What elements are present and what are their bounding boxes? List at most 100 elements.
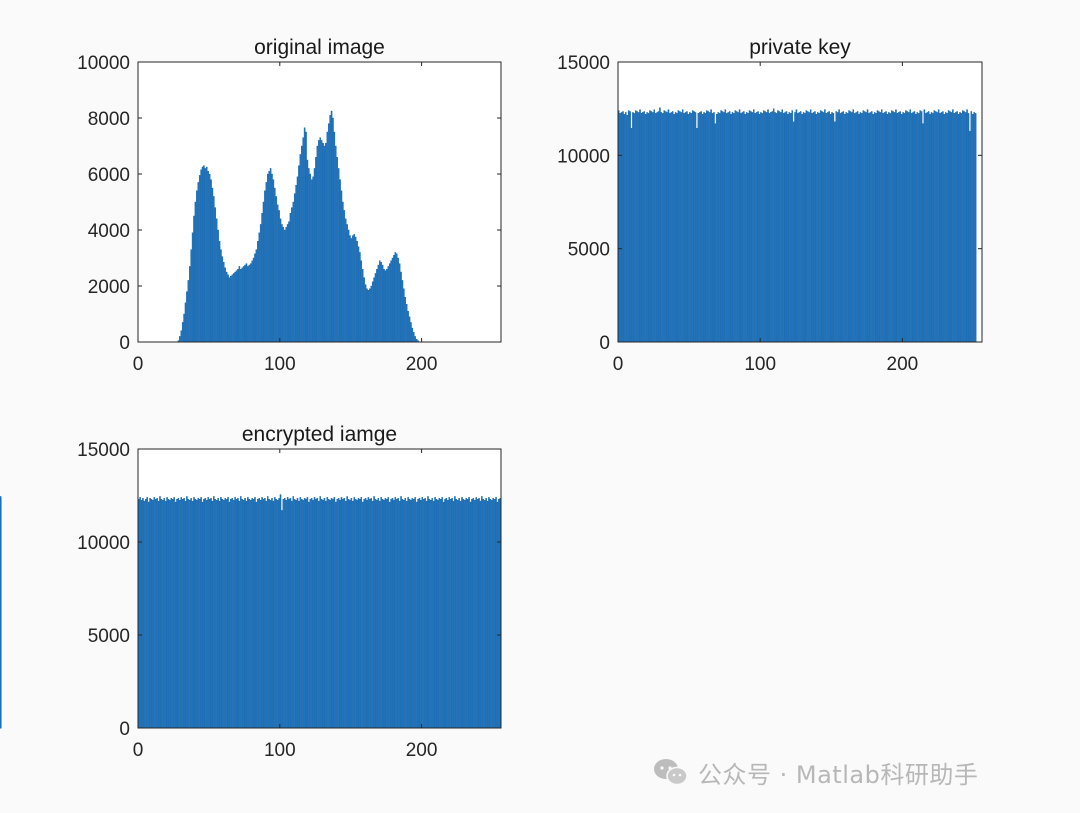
bar <box>489 499 492 729</box>
bar <box>238 500 241 729</box>
bar <box>342 499 344 729</box>
bar <box>954 112 957 343</box>
bar <box>337 168 340 343</box>
bar <box>405 304 408 343</box>
bar <box>191 232 194 343</box>
bar <box>200 169 202 343</box>
bar <box>332 499 334 729</box>
bar <box>815 114 818 343</box>
bar <box>944 112 947 343</box>
bar <box>912 112 914 343</box>
bar <box>286 224 289 343</box>
bar <box>639 109 641 343</box>
bar <box>753 109 755 343</box>
bar <box>885 111 887 343</box>
bar <box>276 499 279 729</box>
bar <box>282 499 285 729</box>
bar <box>383 499 385 729</box>
bar <box>788 112 791 343</box>
bar <box>303 127 306 343</box>
bar <box>196 499 198 729</box>
bar <box>445 498 448 729</box>
bar <box>257 499 259 729</box>
bar <box>696 128 698 343</box>
bar <box>493 499 496 729</box>
bar <box>731 112 734 343</box>
bars <box>617 107 977 343</box>
bar <box>272 500 275 729</box>
bar <box>231 498 234 729</box>
bar <box>770 112 772 343</box>
bar <box>363 499 365 729</box>
bar <box>230 499 232 729</box>
bar <box>371 281 374 343</box>
bar <box>252 257 255 343</box>
bar <box>184 500 187 729</box>
bar <box>703 112 705 343</box>
bar <box>795 109 798 343</box>
bar <box>249 499 252 729</box>
bar <box>846 113 849 343</box>
bar <box>940 112 943 343</box>
bar <box>171 499 174 729</box>
bar <box>364 284 367 343</box>
bar <box>198 175 201 343</box>
bar <box>374 499 377 729</box>
bar <box>156 498 158 729</box>
bar <box>274 187 276 343</box>
bar <box>859 112 862 343</box>
bar <box>366 288 368 343</box>
bar <box>411 327 414 343</box>
bar <box>750 111 752 343</box>
bar <box>799 111 802 343</box>
bar <box>758 114 761 343</box>
bar <box>871 111 873 343</box>
bar <box>383 269 385 343</box>
bar <box>225 499 228 729</box>
bar <box>822 112 825 343</box>
bar <box>286 497 289 729</box>
bar <box>970 111 973 343</box>
bar <box>335 501 337 729</box>
bar <box>447 499 449 729</box>
bar <box>336 499 338 729</box>
bar <box>404 498 407 729</box>
bar <box>217 498 219 729</box>
bar <box>357 498 360 729</box>
bar <box>296 176 299 343</box>
bar <box>163 498 165 729</box>
bar <box>495 497 497 729</box>
bar <box>281 224 283 343</box>
bar <box>644 114 647 343</box>
bar <box>299 497 302 729</box>
bar <box>381 499 384 729</box>
bar <box>492 498 494 729</box>
bar <box>933 110 936 343</box>
y-tick-label: 10000 <box>77 53 130 74</box>
bar <box>292 201 295 343</box>
bar <box>255 501 258 729</box>
bar <box>362 501 364 729</box>
bar <box>281 510 283 729</box>
bar <box>390 260 392 343</box>
bar <box>193 215 195 343</box>
bar <box>303 498 306 729</box>
bar <box>942 111 944 343</box>
bar <box>352 235 354 343</box>
bar <box>398 500 401 729</box>
bar <box>288 221 290 343</box>
bar <box>802 112 805 343</box>
bar <box>376 499 378 729</box>
bar <box>272 179 275 343</box>
bar <box>315 157 317 343</box>
bar <box>718 113 721 343</box>
bar <box>359 499 361 729</box>
bar <box>301 499 303 729</box>
bar <box>332 117 334 343</box>
bar <box>387 266 390 343</box>
bar <box>401 499 404 729</box>
bar <box>147 501 150 729</box>
bar <box>259 499 262 729</box>
bar <box>466 499 469 729</box>
bar <box>740 113 742 343</box>
